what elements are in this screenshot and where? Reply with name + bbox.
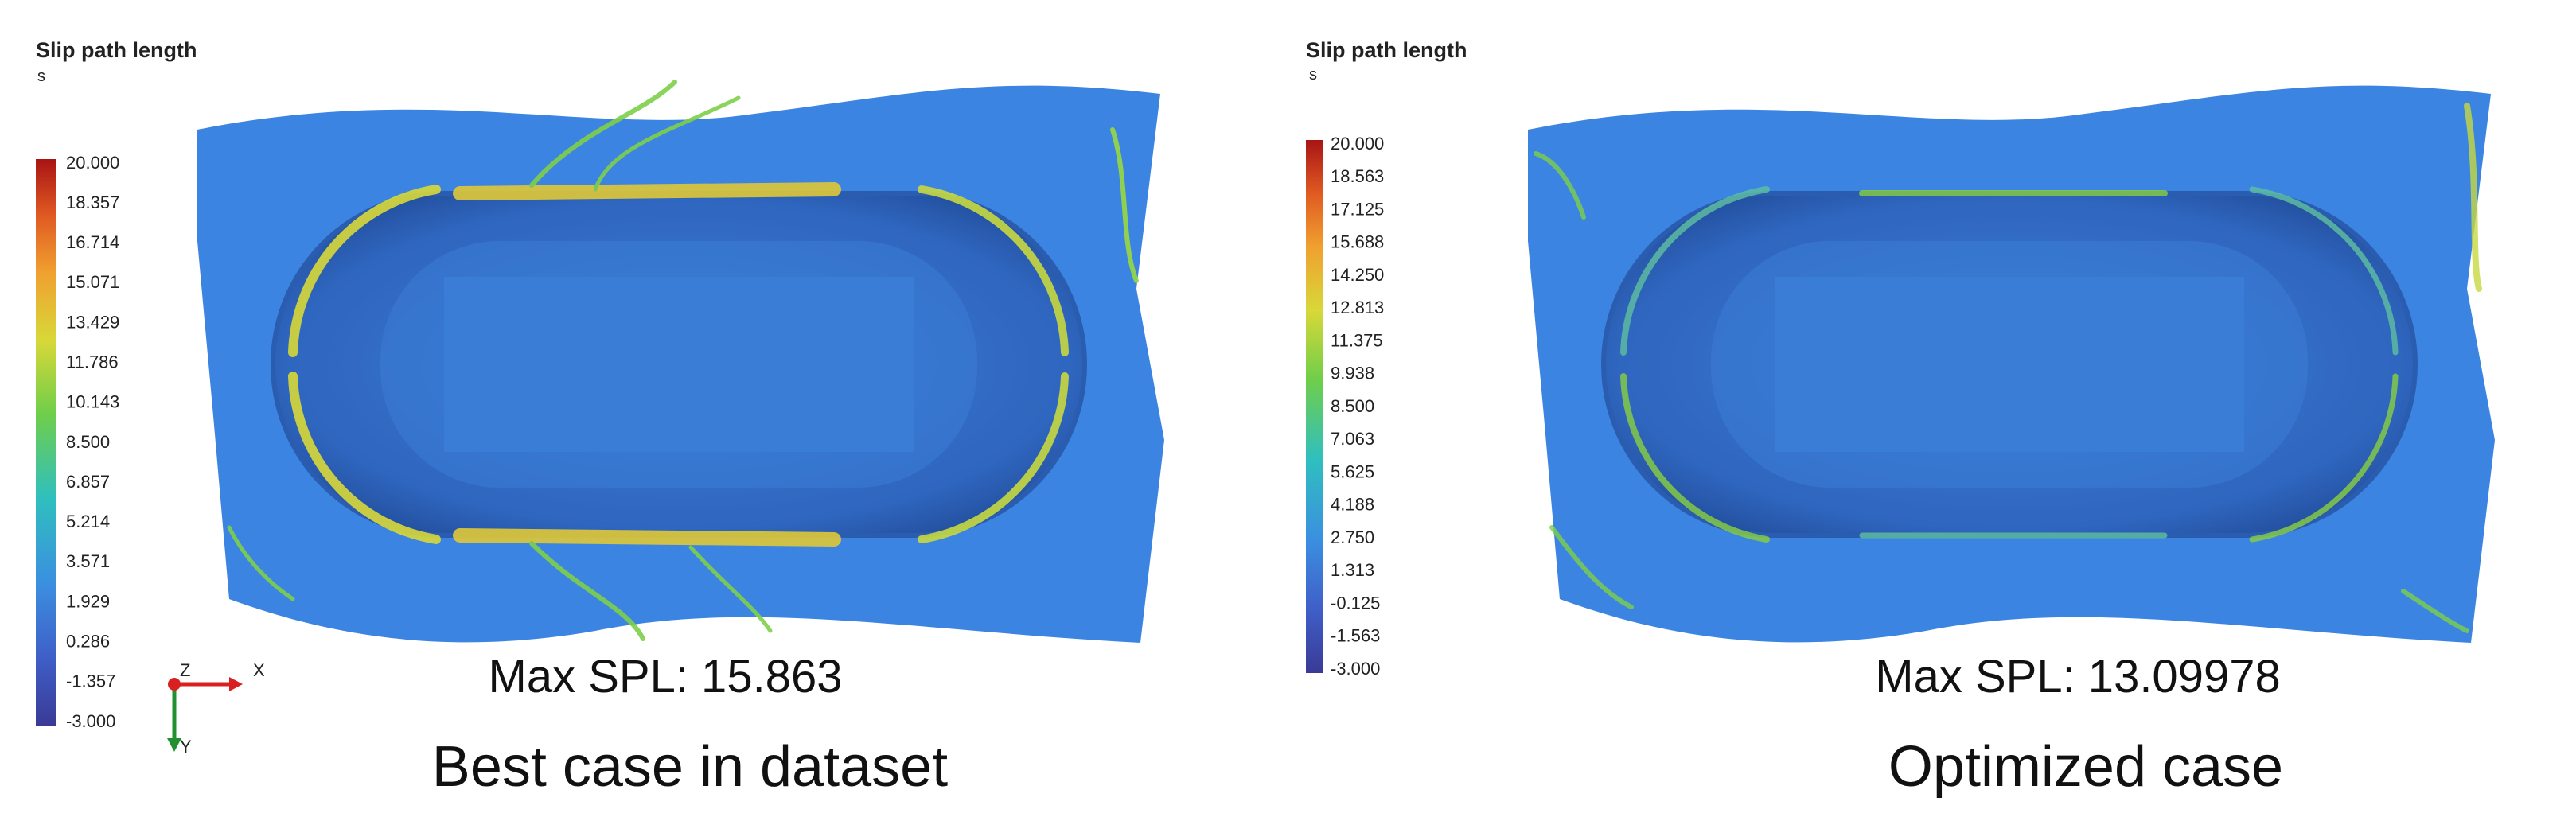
colorbar-label: 11.786 — [66, 352, 119, 372]
subtitle: Optimized case — [1888, 735, 2283, 799]
colorbar-label: 17.125 — [1331, 199, 1384, 219]
colorbar — [36, 159, 56, 726]
caption: Max SPL: 15.863 — [489, 651, 843, 702]
colorbar-label: 15.071 — [66, 272, 119, 292]
legend-title: Slip path length — [36, 38, 197, 62]
legend-unit: s — [37, 68, 45, 85]
colorbar-label: 16.714 — [66, 232, 119, 252]
colorbar-label: 10.143 — [66, 392, 119, 412]
legend-title: Slip path length — [1306, 38, 1467, 62]
colorbar-label: 1.929 — [66, 591, 110, 611]
axis-label-x: X — [253, 660, 265, 680]
legend-unit: s — [1309, 66, 1317, 84]
colorbar-label: 20.000 — [1331, 134, 1384, 154]
panel-right: Slip path length s Max SPL: 13.09978 Opt… — [1306, 38, 2495, 799]
axis-label-y: Y — [180, 737, 192, 757]
colorbar-label: -1.357 — [66, 671, 115, 691]
colorbar-label: 2.750 — [1331, 527, 1374, 547]
colorbar-label: 7.063 — [1331, 429, 1374, 449]
colorbar-label: 20.000 — [66, 153, 119, 173]
colorbar-label: -1.563 — [1331, 626, 1380, 646]
colorbar-label: 18.563 — [1331, 166, 1384, 186]
colorbar-label: 8.500 — [66, 432, 110, 452]
colorbar-label: 13.429 — [66, 312, 119, 332]
colorbar-label: -0.125 — [1331, 593, 1380, 613]
colorbar-label: 5.625 — [1331, 461, 1374, 481]
colorbar-label: -3.000 — [1331, 659, 1380, 679]
subtitle: Best case in dataset — [432, 735, 948, 799]
axis-triad: Z X Y — [167, 660, 265, 757]
colorbar — [1306, 140, 1323, 673]
colorbar-label: 5.214 — [66, 512, 110, 531]
colorbar-label: 11.375 — [1331, 330, 1383, 350]
colorbar-label: 15.688 — [1331, 232, 1384, 252]
colorbar-label: 1.313 — [1331, 560, 1374, 580]
colorbar-label: 0.286 — [66, 632, 110, 652]
colorbar-label: 8.500 — [1331, 396, 1374, 416]
sheet-result — [197, 80, 1164, 643]
panel-left: Slip path length s — [36, 38, 1164, 799]
colorbar-label: 4.188 — [1331, 495, 1374, 515]
axis-label-z: Z — [180, 660, 190, 680]
colorbar-label: -3.000 — [66, 711, 115, 731]
caption: Max SPL: 13.09978 — [1875, 651, 2280, 702]
colorbar-label: 18.357 — [66, 193, 119, 212]
sheet-result — [1528, 86, 2495, 643]
colorbar-label: 6.857 — [66, 472, 110, 492]
colorbar-label: 9.938 — [1331, 364, 1374, 383]
colorbar-label: 3.571 — [66, 551, 110, 571]
colorbar-label: 14.250 — [1331, 265, 1384, 285]
colorbar-label: 12.813 — [1331, 298, 1384, 317]
